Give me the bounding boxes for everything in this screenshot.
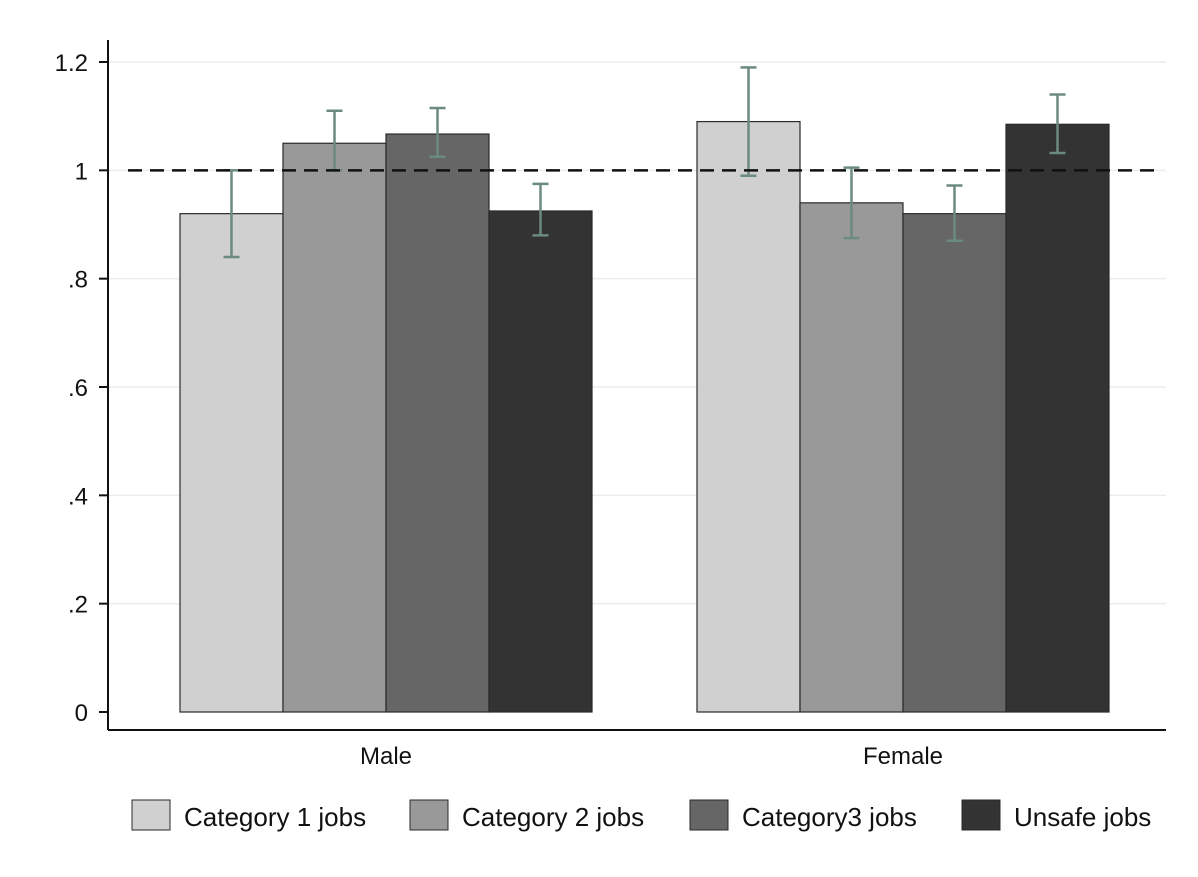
error-bar bbox=[946, 184, 963, 242]
bar bbox=[385, 133, 490, 713]
bar bbox=[282, 142, 387, 713]
error-bar bbox=[1049, 93, 1066, 155]
legend-item: Category 2 jobs bbox=[409, 799, 644, 832]
legend-swatch bbox=[689, 799, 729, 831]
y-tick-label: 1.2 bbox=[55, 50, 88, 77]
bar bbox=[696, 120, 801, 713]
legend-label: Category3 jobs bbox=[742, 802, 917, 832]
legend-item: Category 1 jobs bbox=[131, 799, 366, 832]
legend-item: Unsafe jobs bbox=[961, 799, 1151, 832]
error-bar bbox=[429, 106, 446, 159]
legend-swatch bbox=[961, 799, 1001, 831]
legend-swatch bbox=[409, 799, 449, 831]
bar bbox=[799, 202, 904, 713]
legend-item: Category3 jobs bbox=[689, 799, 917, 832]
y-tick-label: .6 bbox=[68, 375, 88, 402]
y-tick-label: .4 bbox=[68, 483, 88, 510]
y-tick-label: 1 bbox=[75, 158, 88, 185]
legend-label: Category 2 jobs bbox=[462, 802, 644, 832]
bar bbox=[902, 213, 1007, 713]
error-bar bbox=[532, 182, 549, 237]
bar bbox=[179, 213, 284, 713]
y-tick-label: 0 bbox=[75, 700, 88, 727]
error-bar bbox=[843, 166, 860, 240]
legend-label: Unsafe jobs bbox=[1014, 802, 1151, 832]
legend-swatch bbox=[131, 799, 171, 831]
bar bbox=[1005, 123, 1110, 713]
error-bar bbox=[740, 66, 757, 177]
x-category-label: Male bbox=[360, 743, 412, 770]
bar bbox=[488, 210, 593, 713]
x-category-label: Female bbox=[863, 743, 943, 770]
y-tick-label: .2 bbox=[68, 592, 88, 619]
y-tick-label: .8 bbox=[68, 267, 88, 294]
legend-label: Category 1 jobs bbox=[184, 802, 366, 832]
